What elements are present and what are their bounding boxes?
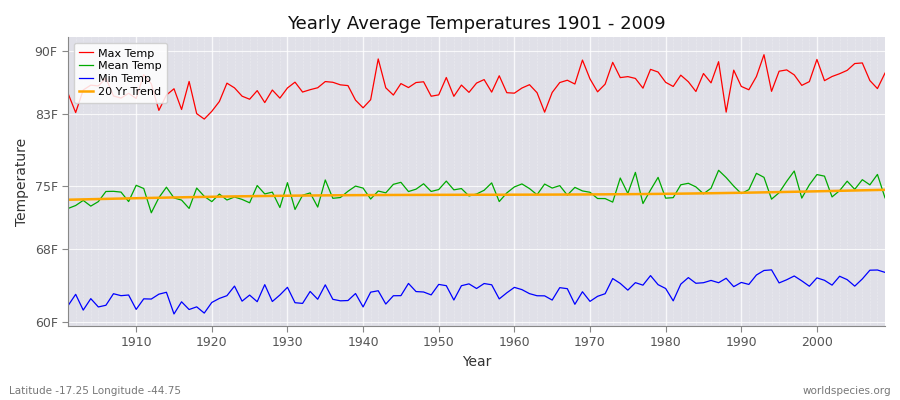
Min Temp [517, 287, 527, 292]
Mean Temp [713, 168, 724, 173]
Line: 20 Yr Trend: 20 Yr Trend [68, 190, 885, 200]
Mean Temp [297, 193, 308, 198]
Y-axis label: Temperature: Temperature [15, 138, 29, 226]
20 Yr Trend [63, 197, 74, 202]
Min Temp [297, 301, 308, 306]
Text: Latitude -17.25 Longitude -44.75: Latitude -17.25 Longitude -44.75 [9, 386, 181, 396]
Line: Min Temp: Min Temp [68, 270, 885, 314]
Max Temp [879, 71, 890, 76]
20 Yr Trend [335, 193, 346, 198]
Mean Temp [608, 200, 618, 204]
Mean Temp [879, 196, 890, 200]
Mean Temp [63, 206, 74, 211]
Min Temp [509, 285, 520, 290]
20 Yr Trend [599, 192, 610, 197]
Max Temp [199, 117, 210, 122]
Text: worldspecies.org: worldspecies.org [803, 386, 891, 396]
Max Temp [509, 91, 520, 96]
Max Temp [759, 52, 769, 57]
Mean Temp [509, 184, 520, 189]
Mean Temp [146, 210, 157, 215]
Max Temp [63, 91, 74, 96]
Mean Temp [343, 189, 354, 194]
Min Temp [63, 303, 74, 308]
20 Yr Trend [290, 193, 301, 198]
20 Yr Trend [501, 192, 512, 197]
Max Temp [608, 60, 618, 65]
Min Temp [879, 270, 890, 275]
Max Temp [123, 91, 134, 96]
Max Temp [343, 83, 354, 88]
Min Temp [608, 276, 618, 281]
20 Yr Trend [879, 188, 890, 192]
Mean Temp [123, 199, 134, 204]
Mean Temp [517, 182, 527, 186]
Min Temp [766, 268, 777, 272]
Min Temp [168, 312, 179, 316]
Line: Max Temp: Max Temp [68, 55, 885, 119]
Max Temp [517, 86, 527, 90]
Line: Mean Temp: Mean Temp [68, 170, 885, 213]
Min Temp [123, 292, 134, 297]
X-axis label: Year: Year [462, 355, 491, 369]
Legend: Max Temp, Mean Temp, Min Temp, 20 Yr Trend: Max Temp, Mean Temp, Min Temp, 20 Yr Tre… [74, 43, 167, 103]
Min Temp [343, 298, 354, 303]
20 Yr Trend [509, 192, 520, 197]
Title: Yearly Average Temperatures 1901 - 2009: Yearly Average Temperatures 1901 - 2009 [287, 15, 666, 33]
20 Yr Trend [123, 196, 134, 201]
Max Temp [297, 90, 308, 94]
